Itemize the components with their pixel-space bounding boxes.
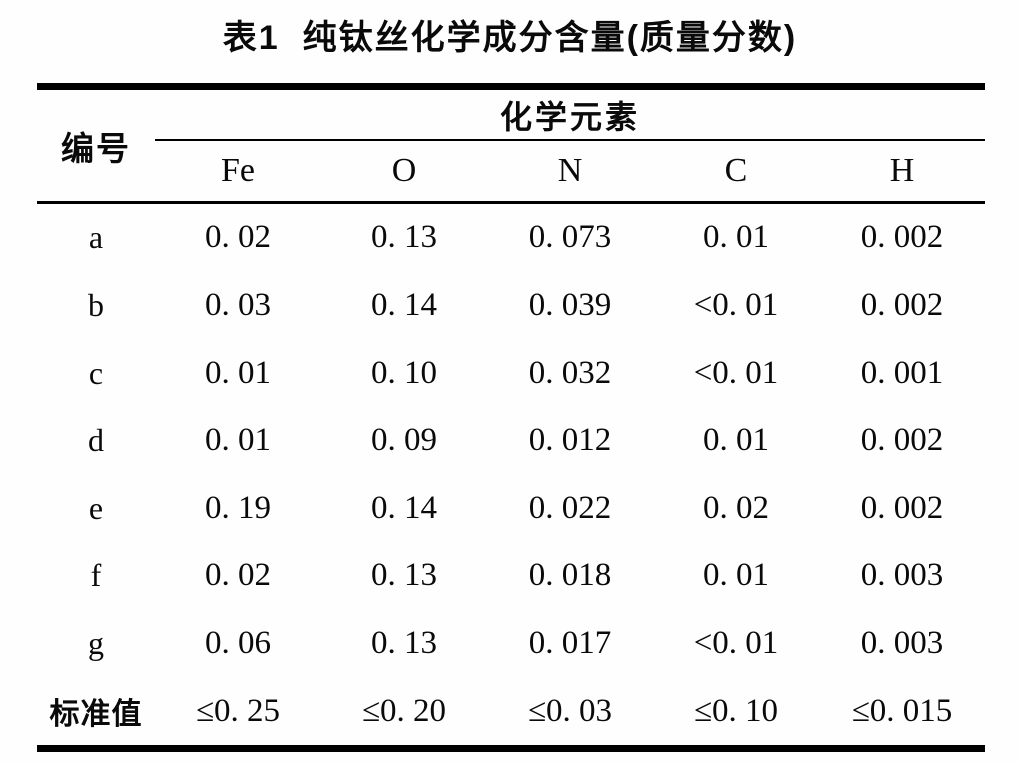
elements-header-group: 化学元素 Fe O N C H <box>155 90 985 201</box>
row-label: e <box>88 489 104 526</box>
composition-table: 编号 化学元素 Fe O N C H a 0. 02 0. 13 0. 073 <box>37 83 985 752</box>
row-label: a <box>88 219 104 256</box>
table-row: c 0. 01 0. 10 0. 032 <0. 01 0. 001 <box>37 339 985 407</box>
table-row: a 0. 02 0. 13 0. 073 0. 01 0. 002 <box>37 204 985 272</box>
value-cell: 0. 001 <box>860 354 944 391</box>
value-cell: 0. 002 <box>860 219 944 256</box>
table-row: f 0. 02 0. 13 0. 018 0. 01 0. 003 <box>37 542 985 610</box>
table-title: 表1 纯钛丝化学成分含量(质量分数) <box>222 19 798 57</box>
row-label: b <box>88 286 104 323</box>
value-cell: 0. 03 <box>205 286 271 323</box>
column-header-o: O <box>391 152 417 189</box>
value-cell: ≤0. 20 <box>361 692 447 729</box>
value-cell: 0. 002 <box>860 422 944 459</box>
element-symbols-row: Fe O N C H <box>155 141 985 201</box>
value-cell: <0. 01 <box>693 625 779 662</box>
bottom-rule <box>37 745 985 752</box>
column-header-h: H <box>889 152 915 189</box>
table-row: d 0. 01 0. 09 0. 012 0. 01 0. 002 <box>37 407 985 475</box>
value-cell: 0. 01 <box>703 219 769 256</box>
value-cell: <0. 01 <box>693 286 779 323</box>
column-header-n: N <box>557 152 583 189</box>
value-cell: 0. 073 <box>528 219 612 256</box>
value-cell: 0. 14 <box>371 489 437 526</box>
value-cell: 0. 19 <box>205 489 271 526</box>
value-cell: 0. 002 <box>860 286 944 323</box>
group-header-chemical-elements: 化学元素 <box>499 98 640 135</box>
value-cell: 0. 02 <box>205 557 271 594</box>
row-label: d <box>88 422 104 459</box>
value-cell: 0. 13 <box>371 625 437 662</box>
table-row: g 0. 06 0. 13 0. 017 <0. 01 0. 003 <box>37 610 985 678</box>
value-cell: ≤0. 03 <box>527 692 613 729</box>
value-cell: 0. 13 <box>371 557 437 594</box>
value-cell: 0. 039 <box>528 286 612 323</box>
value-cell: 0. 017 <box>528 625 612 662</box>
row-label: g <box>88 625 104 662</box>
table-row-standard-value: 标准值 ≤0. 25 ≤0. 20 ≤0. 03 ≤0. 10 ≤0. 015 <box>37 677 985 745</box>
value-cell: <0. 01 <box>693 354 779 391</box>
column-header-id: 编号 <box>61 129 131 167</box>
value-cell: ≤0. 10 <box>693 692 779 729</box>
value-cell: 0. 13 <box>371 219 437 256</box>
value-cell: 0. 02 <box>703 489 769 526</box>
value-cell: 0. 09 <box>371 422 437 459</box>
value-cell: 0. 02 <box>205 219 271 256</box>
table-header: 编号 化学元素 Fe O N C H <box>37 90 985 201</box>
row-label-standard: 标准值 <box>49 698 143 732</box>
value-cell: 0. 01 <box>703 422 769 459</box>
value-cell: 0. 14 <box>371 286 437 323</box>
group-header-underline <box>155 139 985 141</box>
table-row: b 0. 03 0. 14 0. 039 <0. 01 0. 002 <box>37 272 985 340</box>
value-cell: 0. 032 <box>528 354 612 391</box>
header-body-rule <box>37 201 985 204</box>
value-cell: 0. 06 <box>205 625 271 662</box>
column-header-fe: Fe <box>221 152 255 189</box>
value-cell: 0. 002 <box>860 489 944 526</box>
value-cell: 0. 01 <box>205 422 271 459</box>
value-cell: 0. 003 <box>860 625 944 662</box>
column-header-c: C <box>724 152 748 189</box>
row-label: f <box>90 557 102 594</box>
value-cell: 0. 01 <box>205 354 271 391</box>
top-rule <box>37 83 985 90</box>
table-body: a 0. 02 0. 13 0. 073 0. 01 0. 002 b 0. 0… <box>37 204 985 745</box>
value-cell: 0. 018 <box>528 557 612 594</box>
table-row: e 0. 19 0. 14 0. 022 0. 02 0. 002 <box>37 475 985 543</box>
row-label: c <box>88 354 104 391</box>
value-cell: 0. 01 <box>703 557 769 594</box>
value-cell: ≤0. 015 <box>851 692 953 729</box>
value-cell: 0. 10 <box>371 354 437 391</box>
value-cell: 0. 003 <box>860 557 944 594</box>
value-cell: ≤0. 25 <box>195 692 281 729</box>
value-cell: 0. 012 <box>528 422 612 459</box>
value-cell: 0. 022 <box>528 489 612 526</box>
